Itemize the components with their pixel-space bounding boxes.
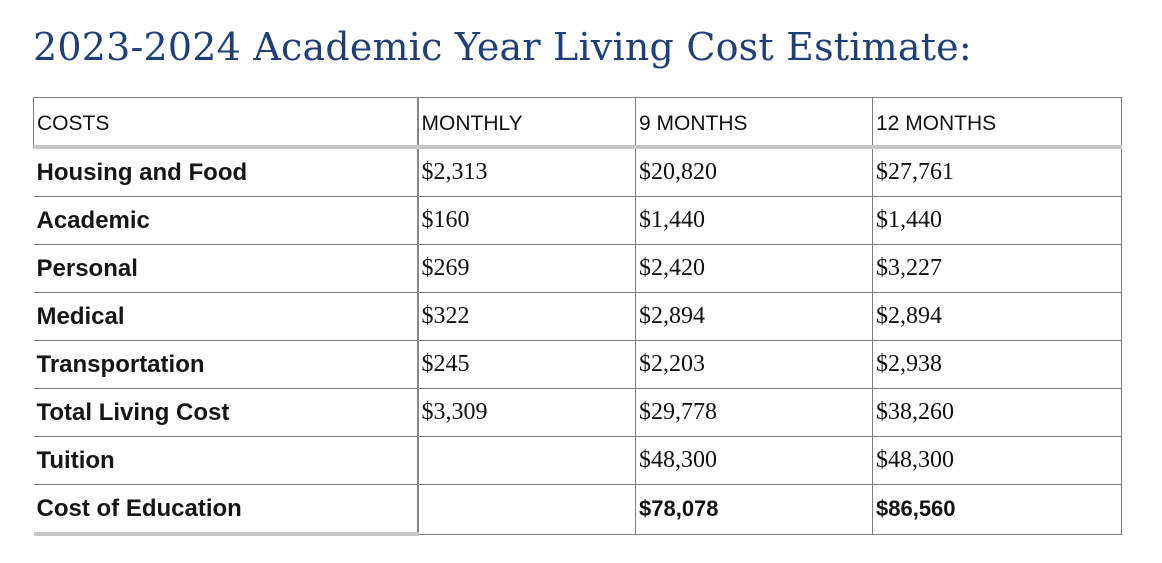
row-label: Transportation xyxy=(33,340,419,389)
row-label: Tuition xyxy=(33,436,419,485)
monthly-value: $322 xyxy=(417,292,636,341)
nine-months-value: $29,778 xyxy=(635,388,873,437)
nine-months-value: $78,078 xyxy=(635,484,873,535)
twelve-months-value: $48,300 xyxy=(872,436,1122,485)
twelve-months-value: $86,560 xyxy=(872,484,1122,535)
table-row-transportation: Transportation $245 $2,203 $2,938 xyxy=(33,340,1122,389)
row-label: Cost of Education xyxy=(33,484,419,536)
monthly-value: $3,309 xyxy=(417,388,636,437)
table-header-row: COSTS MONTHLY 9 MONTHS 12 MONTHS xyxy=(33,97,1122,149)
table-row-personal: Personal $269 $2,420 $3,227 xyxy=(33,244,1122,293)
twelve-months-value: $1,440 xyxy=(872,196,1122,245)
nine-months-value: $48,300 xyxy=(635,436,873,485)
row-label: Housing and Food xyxy=(33,147,419,197)
twelve-months-value: $27,761 xyxy=(872,147,1122,197)
nine-months-value: $20,820 xyxy=(635,147,873,197)
header-12-months: 12 MONTHS xyxy=(872,97,1122,149)
monthly-value xyxy=(417,484,636,535)
header-monthly: MONTHLY xyxy=(417,97,636,149)
row-label: Academic xyxy=(33,196,419,245)
table-row-medical: Medical $322 $2,894 $2,894 xyxy=(33,292,1122,341)
header-costs: COSTS xyxy=(33,97,419,149)
table-row-housing-and-food: Housing and Food $2,313 $20,820 $27,761 xyxy=(33,147,1122,197)
twelve-months-value: $2,894 xyxy=(872,292,1122,341)
nine-months-value: $2,420 xyxy=(635,244,873,293)
nine-months-value: $2,894 xyxy=(635,292,873,341)
page-title: 2023-2024 Academic Year Living Cost Esti… xyxy=(33,25,972,69)
header-9-months: 9 MONTHS xyxy=(635,97,873,149)
twelve-months-value: $3,227 xyxy=(872,244,1122,293)
nine-months-value: $1,440 xyxy=(635,196,873,245)
twelve-months-value: $2,938 xyxy=(872,340,1122,389)
monthly-value xyxy=(417,436,636,485)
row-label: Total Living Cost xyxy=(33,388,419,437)
table-row-total-living-cost: Total Living Cost $3,309 $29,778 $38,260 xyxy=(33,388,1122,437)
table-row-tuition: Tuition $48,300 $48,300 xyxy=(33,436,1122,485)
table-row-academic: Academic $160 $1,440 $1,440 xyxy=(33,196,1122,245)
twelve-months-value: $38,260 xyxy=(872,388,1122,437)
table-row-cost-of-education: Cost of Education $78,078 $86,560 xyxy=(33,484,1122,536)
monthly-value: $269 xyxy=(417,244,636,293)
living-cost-table: COSTS MONTHLY 9 MONTHS 12 MONTHS Housing… xyxy=(33,97,1122,536)
row-label: Personal xyxy=(33,244,419,293)
monthly-value: $160 xyxy=(417,196,636,245)
monthly-value: $245 xyxy=(417,340,636,389)
monthly-value: $2,313 xyxy=(417,147,636,197)
row-label: Medical xyxy=(33,292,419,341)
nine-months-value: $2,203 xyxy=(635,340,873,389)
